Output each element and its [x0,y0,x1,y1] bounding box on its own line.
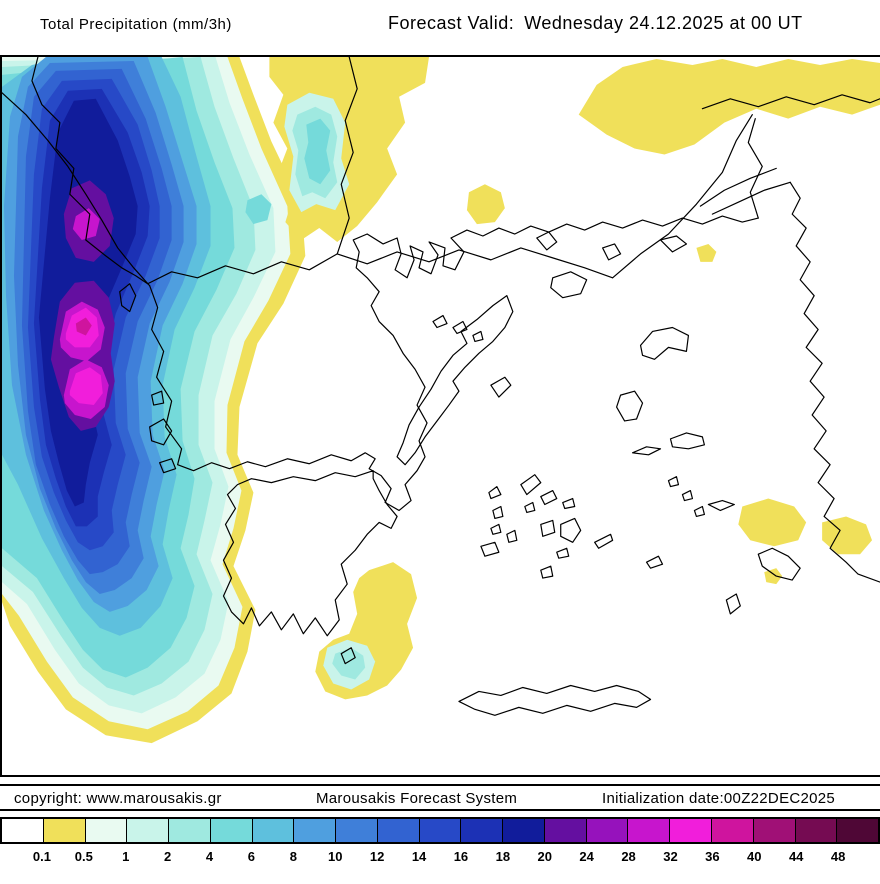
legend-cell [85,819,128,842]
forecast-valid-line: Forecast Valid: Wednesday 24.12.2025 at 0… [388,13,803,34]
crete-coastline [458,684,652,716]
legend-cell [503,819,545,842]
legend-tick-label: 48 [830,849,846,864]
legend-tick-label: 28 [621,849,636,864]
legend-cell [43,819,86,842]
legend-tick-label: 0.1 [32,849,51,864]
weather-map [2,57,880,744]
balkan-border [31,57,149,285]
header: Total Precipitation (mm/3h) Forecast Val… [0,0,880,55]
legend-cell [837,819,879,842]
precip-contour [69,367,103,406]
legend-cell [127,819,170,842]
legend-cell [670,819,713,842]
precip-contour [332,647,366,680]
initialization-date-text: Initialization date:00Z22DEC2025 [602,790,836,807]
dardanelles-coastline [711,181,791,215]
legend-tick-label: 32 [663,849,678,864]
legend-cell [586,819,629,842]
legend-cell [294,819,337,842]
peloponnese-coastline [222,470,398,637]
legend-cell [544,819,587,842]
north-aegean-islands [432,231,705,456]
precip-contour [75,317,92,336]
legend-tick-label: 18 [495,849,511,864]
legend-cell [419,819,462,842]
legend-cell [461,819,504,842]
legend-cell [169,819,211,842]
legend-cell [2,819,44,842]
marmara-coastline [701,94,880,110]
legend-cell [753,819,796,842]
precip-contour [304,118,331,185]
fyrom-bulgaria-border [336,57,358,255]
legend-tick-label: 0.5 [74,849,93,864]
legend-tick-label: 6 [247,849,256,864]
legend-tick-label: 14 [411,849,427,864]
greece-turkey-border [747,118,763,219]
legend-cell [252,819,295,842]
precip-contour [578,58,880,155]
forecast-valid-label: Forecast Valid: [388,13,515,33]
precip-contour [466,184,505,225]
precip-contour [764,568,783,585]
footer-band: copyright: www.marousakis.gr Marousakis … [0,784,880,811]
legend-cell [210,819,253,842]
map-frame [0,55,880,777]
northern-border [147,247,614,285]
greek-mainland-coastline [149,215,759,512]
legend-tick-label: 44 [788,849,804,864]
turkish-aegean-coastline [789,181,880,583]
legend-tick-label: 8 [289,849,297,864]
forecast-valid-value: Wednesday 24.12.2025 at 00 UT [524,13,803,33]
precip-contour [738,498,807,547]
adriatic-coastline [2,92,151,287]
legend-tick-label: 1 [122,849,130,864]
copyright-text: copyright: www.marousakis.gr [14,790,222,807]
gallipoli-coastline [699,167,777,207]
precip-contour [696,243,717,262]
legend-tick-label: 16 [453,849,469,864]
legend-cell [795,819,838,842]
legend-color-bar [0,817,880,844]
legend-cell [712,819,754,842]
precipitation-legend: 0.1 0.5 1 2 4 6 8 10 12 14 16 18 20 24 28 32 36 40 44 48 [0,817,880,866]
legend-cell [336,819,378,842]
precip-contour [245,194,272,225]
system-name-text: Marousakis Forecast System [316,790,518,807]
legend-tick-label: 10 [328,849,343,864]
coastlines-layer [2,57,880,716]
precipitation-layer [2,57,880,744]
ionian-islands [119,283,177,474]
dodecanese-islands [340,476,801,665]
legend-tick-label: 36 [705,849,720,864]
legend-tick-label: 40 [747,849,762,864]
legend-tick-label: 24 [579,849,594,864]
map-title: Total Precipitation (mm/3h) [40,16,232,33]
legend-cell [628,819,671,842]
legend-tick-label: 12 [369,849,385,864]
legend-cell [377,819,420,842]
bulgaria-turkey-border [612,114,753,279]
legend-tick-label: 2 [163,849,172,864]
cyclades-islands [480,474,614,579]
legend-tick-label: 20 [537,849,552,864]
legend-labels: 0.1 0.5 1 2 4 6 8 10 12 14 16 18 20 24 28 32 36 40 44 48 [0,844,880,866]
precip-contour [72,208,100,240]
euboea-coastline [396,295,514,466]
legend-tick-label: 4 [205,849,214,864]
